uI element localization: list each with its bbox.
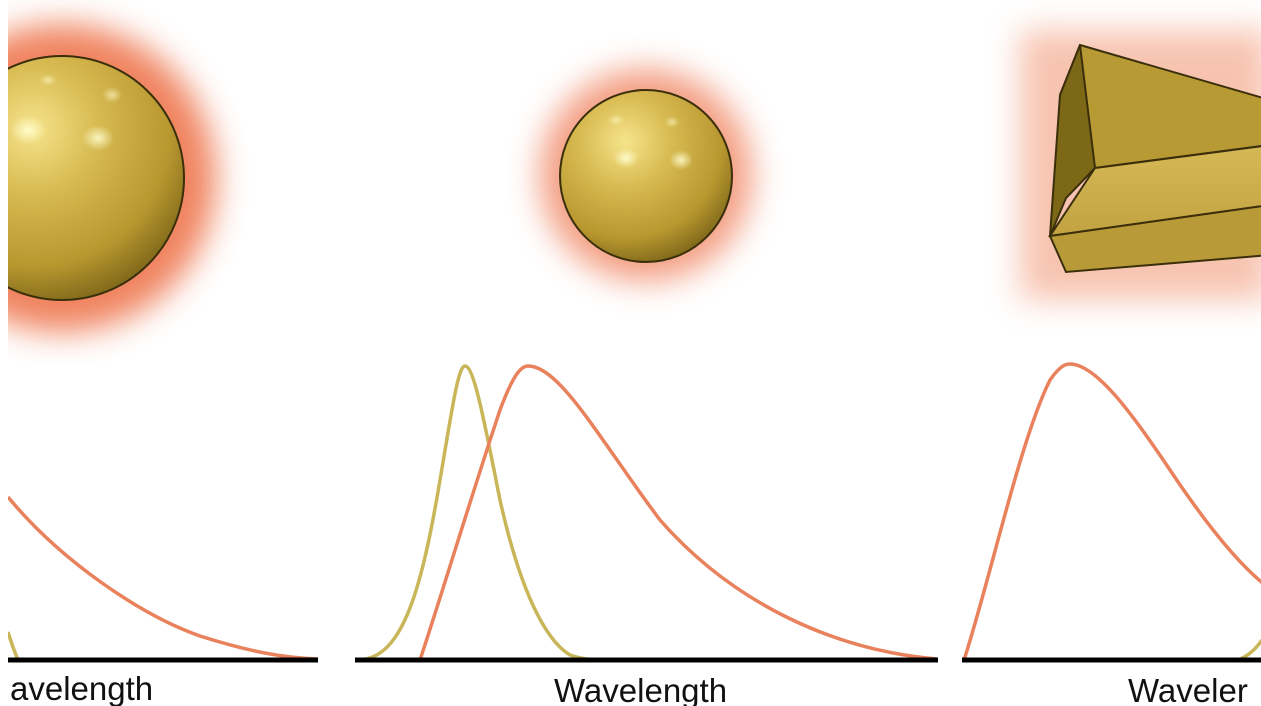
panel-gold-prism: Waveler bbox=[962, 30, 1261, 706]
small-sphere-highlight bbox=[664, 116, 680, 128]
large-sphere-axis-label: avelength bbox=[10, 670, 153, 706]
large-sphere-scattering-curve bbox=[8, 495, 319, 661]
large-sphere-highlight bbox=[39, 74, 57, 86]
large-gold-sphere bbox=[8, 55, 185, 301]
prism-left-face bbox=[1049, 44, 1097, 237]
large-sphere-highlight bbox=[102, 87, 122, 103]
small-sphere-scattering-curve bbox=[418, 364, 938, 661]
panel-large-sphere: avelength bbox=[8, 24, 319, 706]
small-sphere-absorption-curve bbox=[356, 364, 606, 662]
panel-small-sphere: Wavelength bbox=[355, 69, 938, 706]
large-sphere-absorption-curve bbox=[8, 631, 20, 661]
small-sphere-highlight bbox=[669, 150, 693, 170]
prism-axis-label: Waveler bbox=[1128, 672, 1248, 706]
large-sphere-highlight bbox=[82, 125, 114, 151]
prism-bottom-face bbox=[1048, 205, 1261, 274]
prism-absorption-curve bbox=[1237, 638, 1261, 662]
small-sphere-axis-label: Wavelength bbox=[554, 672, 727, 706]
small-sphere-highlight bbox=[613, 148, 639, 168]
small-sphere-highlight bbox=[608, 114, 624, 126]
small-gold-sphere bbox=[559, 89, 733, 263]
prism-scattering-curve bbox=[962, 362, 1261, 661]
large-sphere-highlight bbox=[10, 116, 46, 144]
